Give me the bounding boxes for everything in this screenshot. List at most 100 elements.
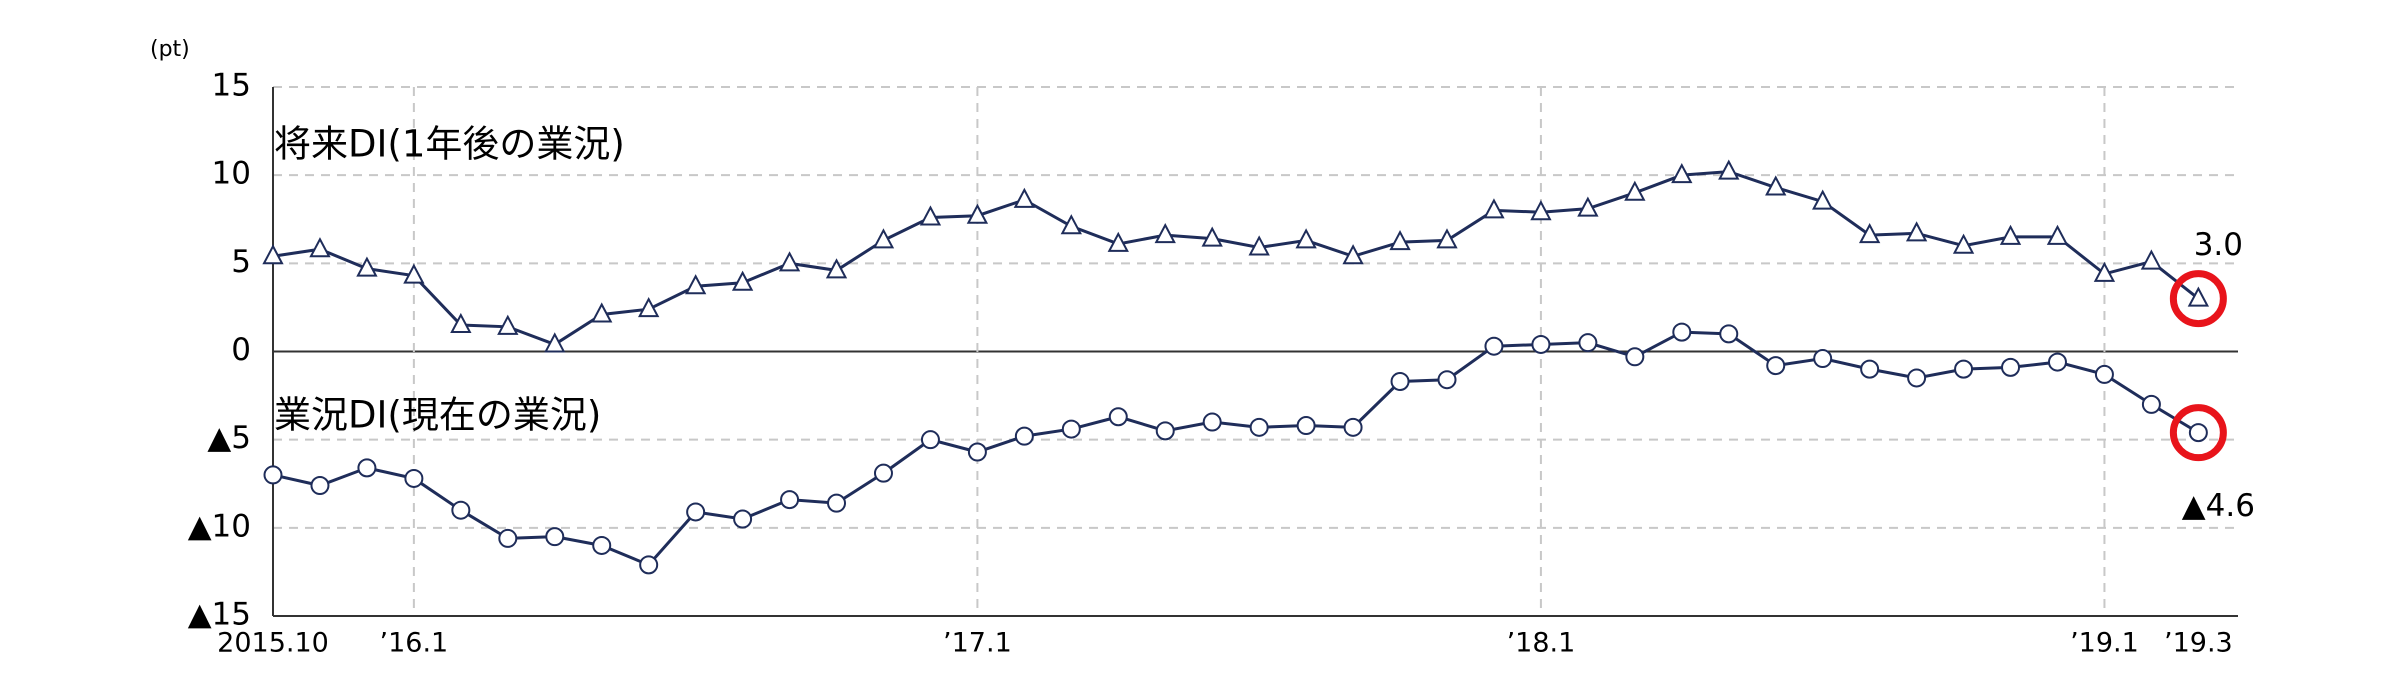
triangle-marker <box>1483 198 1505 219</box>
triangle-marker <box>2046 224 2069 245</box>
circle-marker <box>1719 324 1739 344</box>
triangle-marker <box>1013 187 1036 208</box>
circle-marker <box>1108 407 1128 427</box>
circle-marker <box>920 430 940 450</box>
triangle-marker <box>1999 224 2022 245</box>
circle-marker <box>1014 426 1034 446</box>
triangle-marker <box>919 205 942 226</box>
triangle-marker <box>1154 222 1176 244</box>
circle-marker <box>545 527 565 547</box>
circle-marker <box>1343 417 1363 437</box>
circle-marker <box>1954 359 1974 379</box>
circle-marker <box>873 463 893 483</box>
circle-marker <box>2141 394 2161 414</box>
triangle-marker <box>356 256 378 277</box>
triangle-marker <box>1952 233 1975 254</box>
circle-marker <box>1484 336 1504 356</box>
x-tick-label: ’19.1 <box>2070 628 2139 659</box>
y-tick-label: 0 <box>231 332 251 368</box>
triangle-marker <box>1248 235 1270 256</box>
circle-marker <box>639 555 659 575</box>
triangle-marker <box>778 251 801 272</box>
circle-marker <box>2047 352 2067 372</box>
circle-marker <box>780 490 800 510</box>
triangle-marker <box>1765 175 1787 196</box>
triangle-marker <box>1530 200 1552 221</box>
highlight-ring <box>2169 270 2227 328</box>
triangle-marker <box>825 258 848 279</box>
triangle-marker <box>591 302 613 323</box>
circle-marker <box>967 442 987 462</box>
y-tick-label: 15 <box>212 68 251 104</box>
circle-marker <box>1766 356 1786 376</box>
circle-marker <box>1672 322 1692 342</box>
triangle-marker <box>262 244 284 265</box>
circle-marker <box>1155 421 1175 441</box>
legend-label: 業況DI(現在の業況) <box>274 394 601 437</box>
triangle-marker <box>872 228 895 249</box>
x-tick-label: ’16.1 <box>380 628 449 659</box>
circle-marker <box>263 465 283 485</box>
triangle-marker <box>966 203 989 224</box>
circle-marker <box>1249 417 1269 437</box>
triangle-marker <box>544 332 566 353</box>
x-tick-label: ’19.3 <box>2164 628 2233 659</box>
triangle-marker <box>684 274 707 295</box>
triangle-marker <box>2140 249 2163 270</box>
highlight-ring <box>2169 404 2227 462</box>
triangle-marker <box>1812 189 1834 210</box>
circle-marker <box>592 535 612 555</box>
circle-marker <box>1860 359 1880 379</box>
circle-marker <box>733 509 753 529</box>
triangle-marker <box>1342 244 1364 265</box>
circle-marker <box>1390 371 1410 391</box>
y-tick-label: ▲10 <box>188 508 251 544</box>
triangle-marker <box>450 312 472 334</box>
triangle-marker <box>1107 231 1129 252</box>
triangle-marker <box>638 297 660 318</box>
triangle-marker <box>731 270 754 291</box>
circle-marker <box>1202 412 1222 432</box>
circle-marker <box>498 528 518 548</box>
circle-marker <box>1437 370 1457 390</box>
circle-marker <box>2094 364 2114 384</box>
circle-marker <box>357 458 377 478</box>
triangle-marker <box>1671 163 1693 184</box>
triangle-marker <box>1905 221 1928 242</box>
circle-marker <box>1907 368 1927 388</box>
circle-marker <box>310 476 330 496</box>
triangle-marker <box>1858 222 1881 244</box>
circle-marker <box>2001 357 2021 377</box>
y-axis-unit: (pt) <box>150 37 190 62</box>
circle-marker <box>827 493 847 513</box>
circle-marker <box>451 500 471 520</box>
circle-marker <box>686 502 706 522</box>
y-tick-label: ▲15 <box>188 597 251 633</box>
triangle-marker <box>1060 214 1082 235</box>
circle-marker <box>1531 334 1551 354</box>
triangle-marker <box>1295 228 1317 249</box>
circle-marker <box>1296 416 1316 436</box>
triangle-marker <box>403 263 425 284</box>
data-label: 3.0 <box>2194 227 2243 263</box>
x-tick-label: ’17.1 <box>943 628 1012 659</box>
x-tick-label: 2015.10 <box>217 628 329 659</box>
triangle-marker <box>497 314 519 335</box>
circle-marker <box>404 468 424 488</box>
circle-marker <box>1061 419 1081 439</box>
circle-marker <box>1625 347 1645 367</box>
series-line <box>272 330 2200 567</box>
triangle-marker <box>1436 228 1458 249</box>
circle-marker <box>2188 423 2208 443</box>
triangle-marker <box>1577 196 1599 217</box>
triangle-marker <box>2187 286 2210 307</box>
data-label: ▲4.6 <box>2182 488 2255 524</box>
triangle-marker <box>2093 261 2116 282</box>
triangle-marker <box>1389 230 1411 251</box>
legend-label: 将来DI(1年後の業況) <box>274 123 625 166</box>
circle-marker <box>1813 349 1833 369</box>
triangle-marker <box>309 237 331 258</box>
x-tick-label: ’18.1 <box>1507 628 1576 659</box>
